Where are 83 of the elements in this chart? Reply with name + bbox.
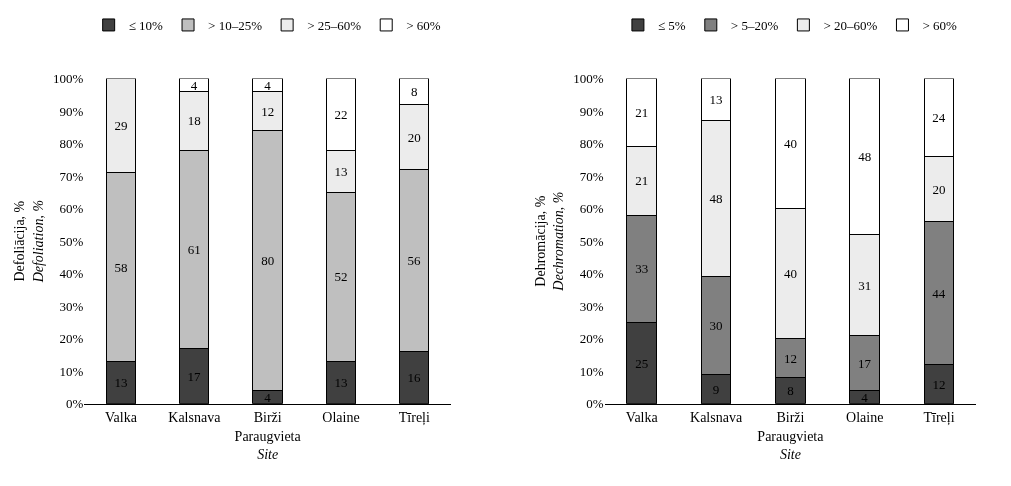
y-tick-label: 70% [59, 168, 84, 184]
y-tick-label: 90% [59, 103, 84, 119]
data-label: 24 [932, 110, 946, 126]
data-label: 9 [712, 381, 720, 397]
data-label: 56 [407, 253, 422, 269]
x-tick-label: Valka [625, 409, 659, 425]
data-label: 13 [114, 375, 128, 391]
y-tick-label: 90% [579, 103, 604, 119]
data-label: 61 [187, 241, 201, 257]
x-tick-label: Kalsnava [690, 409, 743, 425]
data-label: 4 [190, 77, 198, 93]
legend-label: > 5–20% [730, 18, 779, 34]
y-tick-label: 30% [579, 298, 604, 314]
data-label: 48 [858, 149, 872, 165]
x-tick-label: Birži [253, 409, 282, 425]
y-tick-label: 20% [579, 331, 604, 347]
x-tick-label: Tīreļi [923, 409, 955, 426]
data-label: 58 [114, 259, 128, 275]
y-tick-label: 60% [579, 201, 604, 217]
x-tick-label: Kalsnava [168, 409, 222, 425]
data-label: 21 [635, 105, 649, 121]
y-tick-label: 80% [579, 136, 604, 152]
y-tick-label: 100% [573, 71, 604, 87]
data-label: 12 [261, 103, 275, 119]
legend-label: ≤ 5% [657, 18, 686, 34]
x-axis-title: Paraugvieta Site [234, 428, 302, 463]
y-tick-label: 10% [579, 363, 604, 379]
y-axis-title: Dehromācija, % Dechromation, % [532, 191, 566, 292]
data-label: 52 [334, 269, 348, 285]
data-label: 22 [334, 106, 348, 122]
data-label: 40 [783, 266, 797, 282]
x-tick-label: Tīreļi [398, 409, 430, 426]
y-tick-label: 60% [59, 201, 84, 217]
y-tick-label: 100% [52, 71, 84, 87]
data-label: 13 [709, 92, 723, 108]
legend-label: > 60% [406, 18, 441, 34]
data-label: 20 [407, 129, 421, 145]
y-tick-label: 30% [59, 298, 84, 314]
x-axis-title: Paraugvieta Site [757, 428, 825, 463]
y-tick-label: 20% [59, 331, 84, 347]
legend-label: > 25–60% [307, 18, 362, 34]
x-tick-label: Olaine [846, 409, 884, 425]
legend-label: ≤ 10% [128, 18, 164, 34]
data-label: 33 [635, 261, 649, 277]
data-label: 48 [709, 191, 723, 207]
data-label: 20 [932, 181, 946, 197]
data-label: 80 [261, 253, 275, 269]
data-label: 13 [334, 163, 348, 179]
data-label: 4 [861, 389, 869, 405]
y-tick-label: 70% [579, 168, 604, 184]
y-tick-label: 10% [59, 363, 84, 379]
data-label: 25 [635, 355, 649, 371]
data-label: 12 [932, 376, 946, 392]
data-label: 18 [187, 113, 201, 129]
y-tick-label: 80% [59, 136, 84, 152]
data-label: 12 [783, 350, 797, 366]
data-label: 17 [857, 355, 872, 371]
x-tick-label: Olaine [322, 409, 360, 425]
y-tick-label: 0% [586, 396, 604, 412]
y-tick-label: 0% [65, 396, 84, 412]
data-label: 29 [114, 118, 128, 134]
data-label: 31 [858, 277, 872, 293]
data-label: 40 [783, 136, 797, 152]
y-tick-label: 50% [579, 233, 604, 249]
legend-label: > 20–60% [823, 18, 878, 34]
data-label: 16 [407, 370, 422, 386]
y-tick-label: 40% [579, 266, 604, 282]
data-label: 4 [264, 389, 272, 405]
legend-label: > 60% [922, 18, 958, 34]
data-label: 4 [264, 77, 272, 93]
data-label: 8 [787, 383, 794, 399]
x-tick-label: Valka [105, 409, 138, 425]
data-label: 30 [709, 318, 723, 334]
y-axis-title: Defoliācija, % Defoliation, % [12, 199, 46, 284]
data-label: 13 [334, 375, 348, 391]
data-label: 8 [411, 84, 418, 100]
data-label: 17 [187, 368, 202, 384]
x-tick-label: Birži [776, 409, 805, 425]
legend-label: > 10–25% [208, 18, 263, 34]
y-tick-label: 40% [59, 266, 84, 282]
data-label: 21 [635, 173, 649, 189]
y-tick-label: 50% [59, 233, 84, 249]
data-label: 44 [932, 285, 946, 301]
